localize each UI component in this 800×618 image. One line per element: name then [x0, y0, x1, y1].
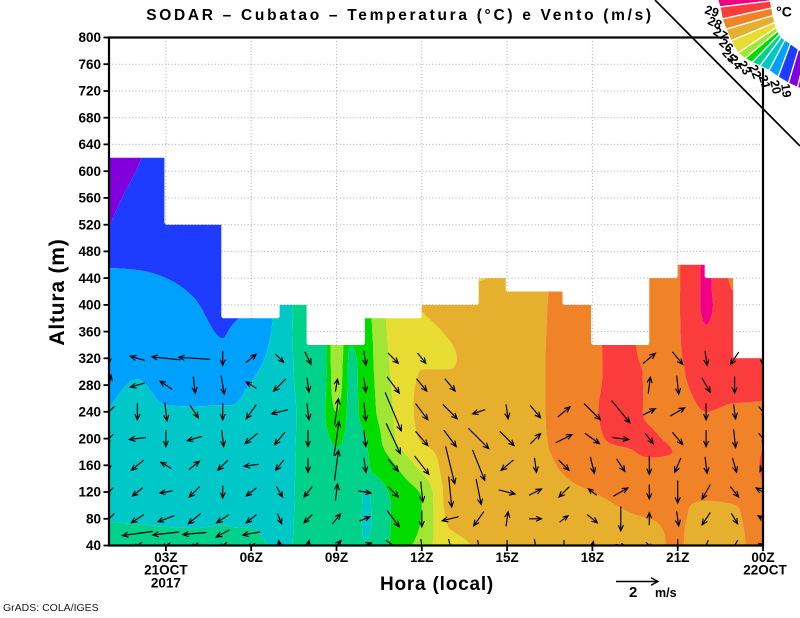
svg-text:720: 720: [78, 84, 101, 99]
svg-text:m/s: m/s: [655, 586, 677, 600]
svg-text:Altura (m): Altura (m): [46, 238, 69, 345]
svg-text:21Z: 21Z: [666, 550, 689, 565]
svg-text:480: 480: [78, 244, 101, 259]
svg-text:280: 280: [78, 378, 101, 393]
svg-text:600: 600: [78, 164, 101, 179]
svg-text:15Z: 15Z: [495, 550, 518, 565]
svg-text:03Z: 03Z: [154, 550, 177, 565]
svg-text:2: 2: [629, 584, 637, 601]
svg-text:Hora (local): Hora (local): [380, 574, 494, 595]
svg-text:12Z: 12Z: [410, 550, 433, 565]
svg-text:80: 80: [86, 512, 101, 527]
svg-text:27: 27: [711, 24, 730, 43]
svg-text:20: 20: [767, 79, 784, 96]
svg-text:00Z: 00Z: [751, 550, 774, 565]
svg-text:120: 120: [78, 485, 101, 500]
svg-text:320: 320: [78, 351, 101, 366]
svg-text:640: 640: [78, 137, 101, 152]
svg-text:18Z: 18Z: [581, 550, 604, 565]
svg-text:760: 760: [78, 57, 101, 72]
svg-text:SODAR – Cubatao – Temperat: SODAR – Cubatao – Temperatura (°C) e Ven…: [146, 7, 654, 24]
svg-text:440: 440: [78, 271, 101, 286]
svg-text:560: 560: [78, 191, 101, 206]
svg-text:40: 40: [86, 538, 101, 553]
svg-text:520: 520: [78, 217, 101, 232]
svg-text:22OCT: 22OCT: [743, 563, 787, 578]
svg-text:19: 19: [778, 83, 794, 99]
svg-text:360: 360: [78, 324, 101, 339]
svg-text:29: 29: [703, 3, 721, 21]
svg-text:680: 680: [78, 110, 101, 125]
svg-text:400: 400: [78, 298, 101, 313]
svg-text:09Z: 09Z: [325, 550, 348, 565]
svg-text:21OCT: 21OCT: [144, 563, 188, 578]
svg-text:GrADS: COLA/IGES: GrADS: COLA/IGES: [3, 602, 99, 614]
svg-text:200: 200: [78, 431, 101, 446]
svg-text:240: 240: [78, 405, 101, 420]
svg-text:23: 23: [735, 58, 754, 77]
svg-text:06Z: 06Z: [240, 550, 263, 565]
svg-text:160: 160: [78, 458, 101, 473]
svg-text:21: 21: [756, 73, 773, 90]
svg-text:28: 28: [706, 14, 724, 32]
svg-text:800: 800: [78, 30, 101, 45]
svg-text:2017: 2017: [151, 576, 181, 591]
svg-text:24: 24: [726, 53, 745, 72]
svg-text:°C: °C: [776, 4, 792, 20]
svg-text:22: 22: [746, 63, 764, 81]
